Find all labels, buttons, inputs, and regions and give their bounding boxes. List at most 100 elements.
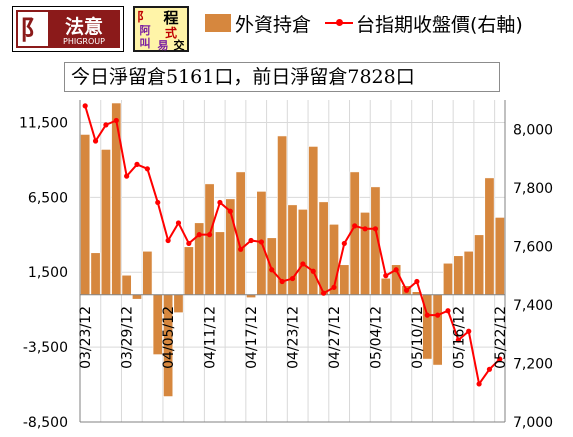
price-point bbox=[497, 356, 503, 362]
price-point bbox=[466, 328, 472, 334]
price-point bbox=[372, 226, 379, 232]
price-point bbox=[238, 246, 244, 252]
logo-char-4: 式 bbox=[165, 25, 177, 40]
price-point bbox=[445, 308, 451, 314]
program-mark: 阝 bbox=[137, 10, 149, 24]
logo-char-2: 程 bbox=[163, 9, 178, 27]
right-tick-label: 7,200 bbox=[513, 356, 553, 372]
price-point bbox=[144, 166, 150, 172]
program-trading-logo-graphic: 阝 阿 程 叫 式 易 交 bbox=[133, 6, 189, 52]
bar bbox=[297, 209, 308, 295]
price-point bbox=[227, 208, 233, 214]
legend-line-swatch bbox=[325, 16, 354, 30]
x-tick-label: 05/22/12 bbox=[493, 306, 509, 369]
price-point bbox=[320, 290, 327, 296]
right-tick-label: 8,000 bbox=[513, 122, 553, 138]
legend-bar-label: 外資持倉 bbox=[235, 13, 312, 36]
x-tick-label: 04/23/12 bbox=[286, 306, 302, 369]
price-point bbox=[331, 284, 337, 290]
logo-char-1: 阿 bbox=[140, 23, 151, 37]
right-tick-label: 7,800 bbox=[513, 181, 553, 197]
x-tick-label: 04/27/12 bbox=[327, 306, 343, 369]
price-point bbox=[248, 237, 254, 244]
price-point bbox=[476, 381, 482, 387]
legend-bar-swatch bbox=[205, 14, 231, 32]
axes bbox=[79, 100, 506, 423]
line-series bbox=[82, 103, 503, 387]
price-point bbox=[289, 275, 296, 282]
price-point bbox=[217, 199, 223, 206]
bar bbox=[277, 135, 288, 295]
price-point bbox=[352, 223, 358, 229]
price-point bbox=[269, 267, 275, 273]
phigroup-mark: 阝 bbox=[20, 16, 46, 46]
bar bbox=[266, 237, 277, 295]
bar bbox=[80, 134, 91, 295]
price-point bbox=[403, 287, 410, 293]
bar bbox=[235, 171, 246, 295]
chart-legend: 外資持倉 台指期收盤價(右軸) bbox=[205, 8, 523, 38]
x-tick-label: 04/17/12 bbox=[244, 306, 260, 369]
bar bbox=[121, 274, 132, 295]
price-point bbox=[92, 138, 99, 144]
phigroup-title: 法意 bbox=[65, 15, 103, 38]
price-point bbox=[362, 226, 368, 232]
price-point bbox=[103, 122, 109, 128]
x-tick-label: 05/10/12 bbox=[410, 306, 426, 369]
bar bbox=[484, 177, 495, 295]
x-tick-label: 04/05/12 bbox=[161, 306, 177, 369]
price-point bbox=[186, 240, 192, 247]
right-tick-label: 7,600 bbox=[513, 239, 553, 255]
right-tick-label: 7,400 bbox=[513, 298, 553, 314]
phigroup-logo: 阝 法意 PHIGROUP bbox=[11, 5, 125, 53]
bar bbox=[111, 102, 122, 295]
price-point bbox=[383, 273, 389, 279]
bar bbox=[318, 201, 329, 295]
legend-line-label: 台指期收盤價(右軸) bbox=[356, 13, 523, 36]
price-point bbox=[341, 240, 347, 247]
bar bbox=[432, 294, 443, 366]
bar bbox=[339, 264, 350, 295]
bar bbox=[100, 149, 111, 295]
price-point bbox=[134, 161, 140, 167]
logo-char-6: 交 bbox=[174, 38, 185, 52]
logo-char-5: 易 bbox=[158, 39, 169, 52]
price-point bbox=[155, 199, 161, 206]
price-point bbox=[196, 232, 202, 238]
price-point bbox=[486, 366, 493, 372]
bar bbox=[214, 231, 225, 295]
right-tick-label: 7,000 bbox=[513, 415, 553, 431]
program-trading-logo: 阝 阿 程 叫 式 易 交 bbox=[133, 6, 189, 52]
left-tick-label: -8,500 bbox=[23, 415, 68, 431]
bar bbox=[287, 204, 298, 295]
price-point bbox=[175, 220, 182, 226]
x-tick-label: 05/04/12 bbox=[368, 306, 384, 369]
axis-labels: -8,500 -3,500 1,500 6,500 11,500 7,000 7,200 7,… bbox=[19, 115, 553, 431]
phigroup-subtitle: PHIGROUP bbox=[63, 37, 105, 46]
bar bbox=[380, 277, 391, 295]
x-tick-label: 05/16/12 bbox=[451, 306, 467, 369]
price-point bbox=[310, 268, 316, 274]
price-point bbox=[258, 239, 265, 245]
price-point bbox=[300, 261, 306, 267]
x-tick-label: 03/29/12 bbox=[120, 306, 136, 369]
price-point bbox=[82, 103, 88, 109]
bar bbox=[360, 212, 371, 295]
bar bbox=[474, 234, 485, 295]
price-point bbox=[113, 117, 119, 124]
logo-char-3: 叫 bbox=[140, 36, 151, 50]
bar bbox=[443, 262, 453, 295]
bar bbox=[204, 183, 215, 295]
bar bbox=[463, 250, 474, 295]
left-tick-label: 1,500 bbox=[28, 265, 68, 281]
bar bbox=[132, 294, 142, 300]
price-point bbox=[206, 232, 213, 238]
bar bbox=[183, 246, 194, 295]
price-point bbox=[165, 237, 171, 244]
price-point bbox=[424, 312, 430, 318]
left-tick-label: -3,500 bbox=[23, 340, 68, 356]
bar bbox=[453, 255, 464, 295]
bar bbox=[90, 252, 101, 295]
price-point bbox=[124, 173, 130, 179]
